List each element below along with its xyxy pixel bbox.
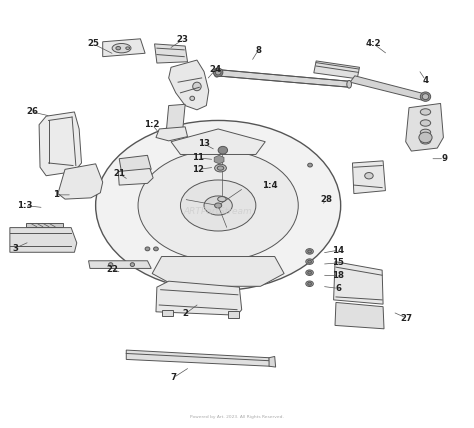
Ellipse shape — [422, 94, 429, 100]
Polygon shape — [156, 127, 188, 141]
Ellipse shape — [308, 282, 311, 285]
Polygon shape — [334, 262, 383, 304]
Ellipse shape — [420, 120, 431, 126]
Polygon shape — [171, 129, 265, 155]
Text: 1:4: 1:4 — [262, 181, 278, 190]
Text: 4: 4 — [422, 76, 428, 85]
Polygon shape — [126, 350, 270, 366]
Ellipse shape — [96, 120, 341, 291]
Text: 9: 9 — [441, 154, 447, 163]
Polygon shape — [89, 261, 151, 268]
Text: 3: 3 — [12, 244, 18, 253]
Ellipse shape — [306, 270, 313, 276]
Text: ARTPartStream: ARTPartStream — [184, 208, 253, 217]
Text: 6: 6 — [335, 284, 341, 293]
Ellipse shape — [215, 203, 222, 208]
Ellipse shape — [126, 47, 129, 50]
Ellipse shape — [109, 263, 113, 267]
Bar — [228, 312, 239, 318]
Ellipse shape — [308, 163, 312, 167]
Bar — [162, 310, 173, 316]
Ellipse shape — [190, 96, 195, 101]
Ellipse shape — [215, 70, 221, 75]
Text: 21: 21 — [113, 169, 125, 178]
Ellipse shape — [420, 92, 431, 101]
Text: 7: 7 — [170, 373, 176, 382]
Text: 14: 14 — [332, 246, 345, 255]
Polygon shape — [10, 228, 77, 252]
Polygon shape — [166, 104, 185, 131]
Polygon shape — [406, 104, 443, 151]
Ellipse shape — [306, 281, 313, 286]
Ellipse shape — [420, 129, 431, 136]
Ellipse shape — [116, 47, 120, 50]
Ellipse shape — [365, 172, 373, 179]
Text: 2: 2 — [182, 309, 188, 318]
Ellipse shape — [308, 271, 311, 274]
Text: 8: 8 — [255, 46, 261, 55]
Polygon shape — [335, 303, 384, 329]
Text: 1:3: 1:3 — [17, 201, 33, 210]
Ellipse shape — [130, 263, 135, 267]
Ellipse shape — [154, 247, 158, 251]
Polygon shape — [152, 256, 284, 286]
Polygon shape — [26, 223, 63, 227]
Ellipse shape — [193, 82, 201, 91]
Text: 11: 11 — [192, 153, 204, 162]
Text: 4:2: 4:2 — [366, 39, 382, 48]
Text: 26: 26 — [26, 107, 38, 116]
Ellipse shape — [181, 180, 256, 231]
Polygon shape — [314, 61, 359, 79]
Text: 22: 22 — [106, 265, 118, 274]
Ellipse shape — [306, 249, 313, 254]
Ellipse shape — [204, 196, 232, 215]
Ellipse shape — [213, 68, 223, 77]
Polygon shape — [103, 39, 145, 56]
Ellipse shape — [138, 150, 298, 261]
Ellipse shape — [215, 164, 227, 172]
Text: 13: 13 — [198, 140, 210, 149]
Ellipse shape — [347, 80, 352, 88]
Text: Powered by Art. 2023. All Rights Reserved.: Powered by Art. 2023. All Rights Reserve… — [190, 415, 284, 419]
Text: 25: 25 — [87, 39, 99, 48]
Ellipse shape — [308, 260, 311, 263]
Polygon shape — [269, 357, 276, 367]
Polygon shape — [214, 155, 224, 164]
Polygon shape — [156, 281, 242, 315]
Polygon shape — [58, 164, 103, 199]
Ellipse shape — [420, 138, 431, 144]
Ellipse shape — [308, 250, 311, 253]
Polygon shape — [169, 60, 209, 110]
Text: 28: 28 — [320, 195, 333, 204]
Polygon shape — [353, 161, 385, 193]
Ellipse shape — [218, 146, 228, 154]
Ellipse shape — [420, 109, 431, 115]
Text: 12: 12 — [192, 165, 204, 174]
Ellipse shape — [419, 132, 432, 143]
Ellipse shape — [214, 68, 219, 77]
Polygon shape — [118, 169, 153, 185]
Ellipse shape — [218, 196, 226, 202]
Ellipse shape — [145, 247, 150, 251]
Ellipse shape — [306, 259, 313, 265]
Text: 24: 24 — [210, 65, 222, 74]
Text: 15: 15 — [332, 259, 344, 268]
Text: 1:2: 1:2 — [145, 120, 160, 129]
Text: 27: 27 — [401, 314, 413, 323]
Text: 18: 18 — [332, 271, 344, 280]
Polygon shape — [155, 44, 188, 63]
Polygon shape — [350, 76, 426, 100]
Polygon shape — [216, 69, 350, 87]
Ellipse shape — [112, 44, 131, 53]
Ellipse shape — [217, 166, 224, 170]
Polygon shape — [119, 155, 151, 172]
Text: 23: 23 — [177, 35, 189, 44]
Polygon shape — [39, 112, 82, 176]
Text: 1: 1 — [53, 190, 59, 199]
